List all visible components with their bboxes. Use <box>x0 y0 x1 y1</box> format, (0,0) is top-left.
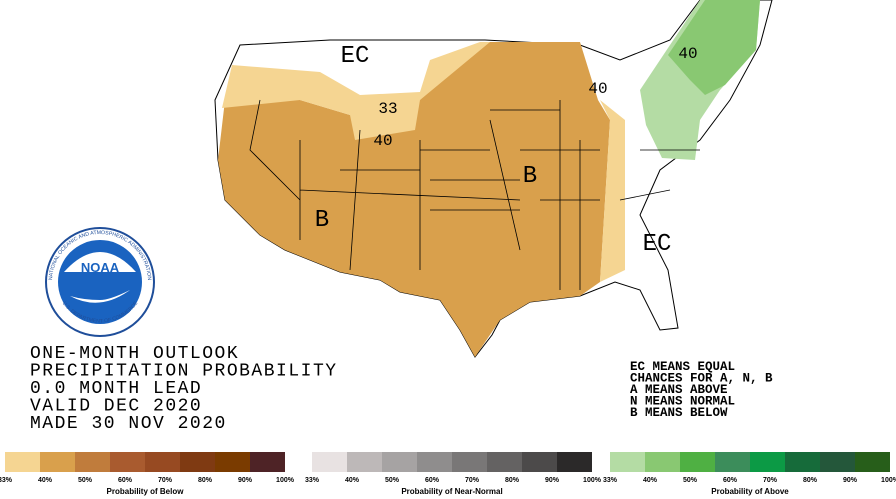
map-label: B <box>315 207 329 234</box>
legend-tick-label: 80% <box>803 477 818 484</box>
map-label: 40 <box>588 80 607 98</box>
state-line <box>249 99 700 290</box>
legend-swatch <box>715 452 750 472</box>
legend-swatch <box>452 452 487 472</box>
legend-swatch <box>215 452 250 472</box>
legend-swatch <box>180 452 215 472</box>
below-33-region-north <box>222 42 490 140</box>
legend-swatch <box>347 452 382 472</box>
legend-tick-label: 50% <box>385 477 400 484</box>
legend-swatch <box>5 452 40 472</box>
legend-tick-label: 70% <box>465 477 480 484</box>
legend-swatch <box>110 452 145 472</box>
legend-tick-label: 90% <box>545 477 560 484</box>
legend-swatch <box>820 452 855 472</box>
map-label: 40 <box>678 45 697 63</box>
legend-tick-label: 60% <box>723 477 738 484</box>
legend-title: Probability of Above <box>711 487 789 496</box>
title-line: 0.0 MONTH LEAD <box>30 379 202 399</box>
legend-tick-label: 90% <box>843 477 858 484</box>
legend-swatch <box>312 452 347 472</box>
key-line: N MEANS NORMAL <box>630 395 735 409</box>
legend-swatch <box>522 452 557 472</box>
legend-tick-label: 80% <box>505 477 520 484</box>
map-label: 40 <box>373 132 392 150</box>
title-line: ONE-MONTH OUTLOOK <box>30 344 239 364</box>
legend-swatch <box>855 452 890 472</box>
below-33-region-east <box>600 100 625 282</box>
key-line: CHANCES FOR A, N, B <box>630 372 773 386</box>
above-40-region <box>668 0 760 95</box>
legend-tick-label: 33% <box>603 477 618 484</box>
below-40-region <box>218 42 610 357</box>
legend-swatch <box>645 452 680 472</box>
legend-tick-label: 80% <box>198 477 213 484</box>
legend-tick-label: 50% <box>683 477 698 484</box>
map-label: EC <box>341 43 370 70</box>
logo-text: NOAA <box>81 260 120 275</box>
legend-title: Probability of Below <box>107 487 185 496</box>
legend-swatch <box>40 452 75 472</box>
title-line: PRECIPITATION PROBABILITY <box>30 362 338 382</box>
legend-tick-label: 40% <box>345 477 360 484</box>
legend-title: Probability of Near-Normal <box>401 487 502 496</box>
key-line: B MEANS BELOW <box>630 406 728 420</box>
legend-swatch <box>417 452 452 472</box>
map-label: EC <box>643 231 672 258</box>
logo: NATIONAL OCEANIC AND ATMOSPHERIC ADMINIS… <box>45 227 155 337</box>
legend-swatch <box>557 452 592 472</box>
legend-tick-label: 90% <box>238 477 253 484</box>
legend-tick-label: 33% <box>0 477 13 484</box>
logo-wing <box>64 252 136 272</box>
legend-tick-label: 60% <box>425 477 440 484</box>
legend-swatch <box>750 452 785 472</box>
legend-swatch <box>610 452 645 472</box>
legend-tick-label: 70% <box>158 477 173 484</box>
legend-swatch <box>75 452 110 472</box>
legend-tick-label: 100% <box>583 477 602 484</box>
legend-swatch <box>145 452 180 472</box>
state-lines <box>249 99 700 290</box>
legend-swatch <box>487 452 522 472</box>
logo-bird <box>70 290 130 303</box>
legend-tick-label: 40% <box>643 477 658 484</box>
legend-swatch <box>680 452 715 472</box>
legend-tick-label: 100% <box>276 477 295 484</box>
legend-tick-label: 100% <box>881 477 896 484</box>
legend-tick-label: 40% <box>38 477 53 484</box>
legend-swatch <box>382 452 417 472</box>
legend-tick-label: 50% <box>78 477 93 484</box>
map-label: B <box>523 163 537 190</box>
legend-swatch <box>250 452 285 472</box>
legend-swatch <box>785 452 820 472</box>
key-line: A MEANS ABOVE <box>630 383 728 397</box>
map-label: 33 <box>378 100 397 118</box>
title-line: MADE 30 NOV 2020 <box>30 414 227 434</box>
legend-tick-label: 60% <box>118 477 133 484</box>
legend-tick-label: 33% <box>305 477 320 484</box>
legend-tick-label: 70% <box>763 477 778 484</box>
key-line: EC MEANS EQUAL <box>630 360 735 374</box>
title-line: VALID DEC 2020 <box>30 397 202 417</box>
